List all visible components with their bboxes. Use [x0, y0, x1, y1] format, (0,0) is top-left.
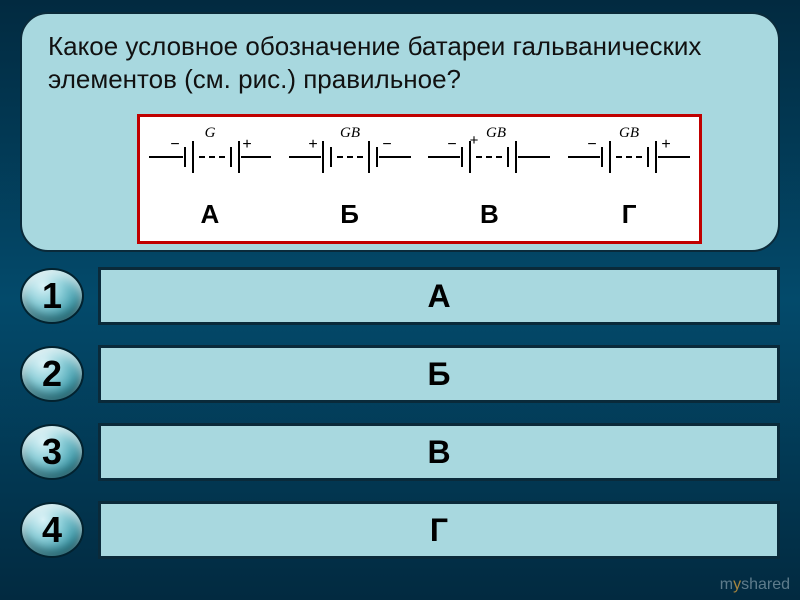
svg-text:GB: GB [486, 125, 506, 141]
circuit-diagram: G − + GB + [137, 114, 702, 244]
answer-option-g[interactable]: Г [98, 501, 780, 559]
answer-row-4: 4 Г [20, 498, 780, 562]
diagram-label-v: В [420, 199, 560, 230]
answer-label: Г [430, 512, 448, 549]
symbol-g: GB − + [559, 123, 699, 184]
svg-text:−: − [382, 136, 391, 153]
symbol-b: GB + − [280, 123, 420, 184]
answer-option-a[interactable]: А [98, 267, 780, 325]
watermark-suffix: shared [741, 576, 790, 593]
answer-label: Б [428, 356, 451, 393]
symbol-v: GB − + [420, 123, 560, 184]
answer-option-v[interactable]: В [98, 423, 780, 481]
badge-number: 4 [42, 509, 62, 551]
badge-number: 1 [42, 275, 62, 317]
symbol-a: G − + [140, 123, 280, 184]
answers-list: 1 А 2 Б 3 В 4 Г [20, 264, 780, 576]
answer-badge-3[interactable]: 3 [20, 424, 84, 480]
answer-badge-4[interactable]: 4 [20, 502, 84, 558]
diagram-label-a: А [140, 199, 280, 230]
svg-text:+: + [661, 136, 670, 153]
badge-number: 3 [42, 431, 62, 473]
symbol-row: G − + GB + [140, 117, 699, 199]
answer-option-b[interactable]: Б [98, 345, 780, 403]
answer-badge-1[interactable]: 1 [20, 268, 84, 324]
svg-text:G: G [204, 125, 215, 141]
answer-row-2: 2 Б [20, 342, 780, 406]
svg-text:+: + [308, 136, 317, 153]
svg-text:GB: GB [340, 125, 360, 141]
answer-badge-2[interactable]: 2 [20, 346, 84, 402]
svg-text:−: − [587, 136, 596, 153]
watermark-prefix: m [720, 576, 733, 593]
answer-row-1: 1 А [20, 264, 780, 328]
question-text: Какое условное обозначение батареи гальв… [48, 30, 752, 95]
answer-label: В [427, 434, 450, 471]
diagram-label-b: Б [280, 199, 420, 230]
answer-row-3: 3 В [20, 420, 780, 484]
diagram-labels: А Б В Г [140, 199, 699, 230]
watermark: myshared [720, 576, 790, 594]
svg-text:GB: GB [619, 125, 639, 141]
answer-label: А [427, 278, 450, 315]
watermark-highlight: y [733, 576, 741, 593]
question-panel: Какое условное обозначение батареи гальв… [20, 12, 780, 252]
svg-text:−: − [448, 136, 457, 153]
svg-text:−: − [170, 136, 179, 153]
badge-number: 2 [42, 353, 62, 395]
diagram-label-g: Г [559, 199, 699, 230]
svg-text:+: + [242, 136, 251, 153]
